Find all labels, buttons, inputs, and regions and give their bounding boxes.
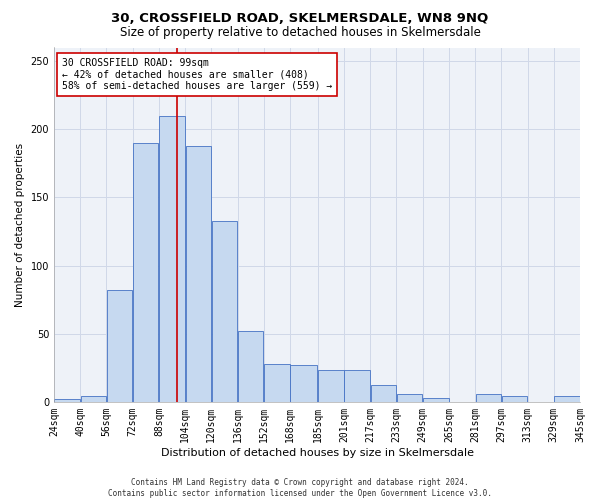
- Bar: [397, 394, 422, 402]
- Bar: [55, 399, 80, 402]
- Y-axis label: Number of detached properties: Number of detached properties: [15, 142, 25, 306]
- Text: Size of property relative to detached houses in Skelmersdale: Size of property relative to detached ho…: [119, 26, 481, 39]
- Bar: [238, 331, 263, 402]
- Bar: [80, 396, 106, 402]
- Bar: [502, 396, 527, 402]
- Bar: [160, 116, 185, 402]
- Bar: [264, 364, 290, 402]
- Bar: [107, 290, 132, 402]
- Bar: [344, 370, 370, 402]
- Bar: [185, 146, 211, 402]
- Bar: [371, 386, 396, 402]
- Bar: [133, 143, 158, 402]
- Bar: [554, 396, 580, 402]
- Bar: [476, 394, 501, 402]
- Bar: [290, 365, 317, 402]
- Bar: [423, 398, 449, 402]
- Text: Contains HM Land Registry data © Crown copyright and database right 2024.
Contai: Contains HM Land Registry data © Crown c…: [108, 478, 492, 498]
- Text: 30 CROSSFIELD ROAD: 99sqm
← 42% of detached houses are smaller (408)
58% of semi: 30 CROSSFIELD ROAD: 99sqm ← 42% of detac…: [62, 58, 332, 92]
- Text: 30, CROSSFIELD ROAD, SKELMERSDALE, WN8 9NQ: 30, CROSSFIELD ROAD, SKELMERSDALE, WN8 9…: [112, 12, 488, 26]
- Bar: [212, 220, 237, 402]
- X-axis label: Distribution of detached houses by size in Skelmersdale: Distribution of detached houses by size …: [161, 448, 473, 458]
- Bar: [318, 370, 344, 402]
